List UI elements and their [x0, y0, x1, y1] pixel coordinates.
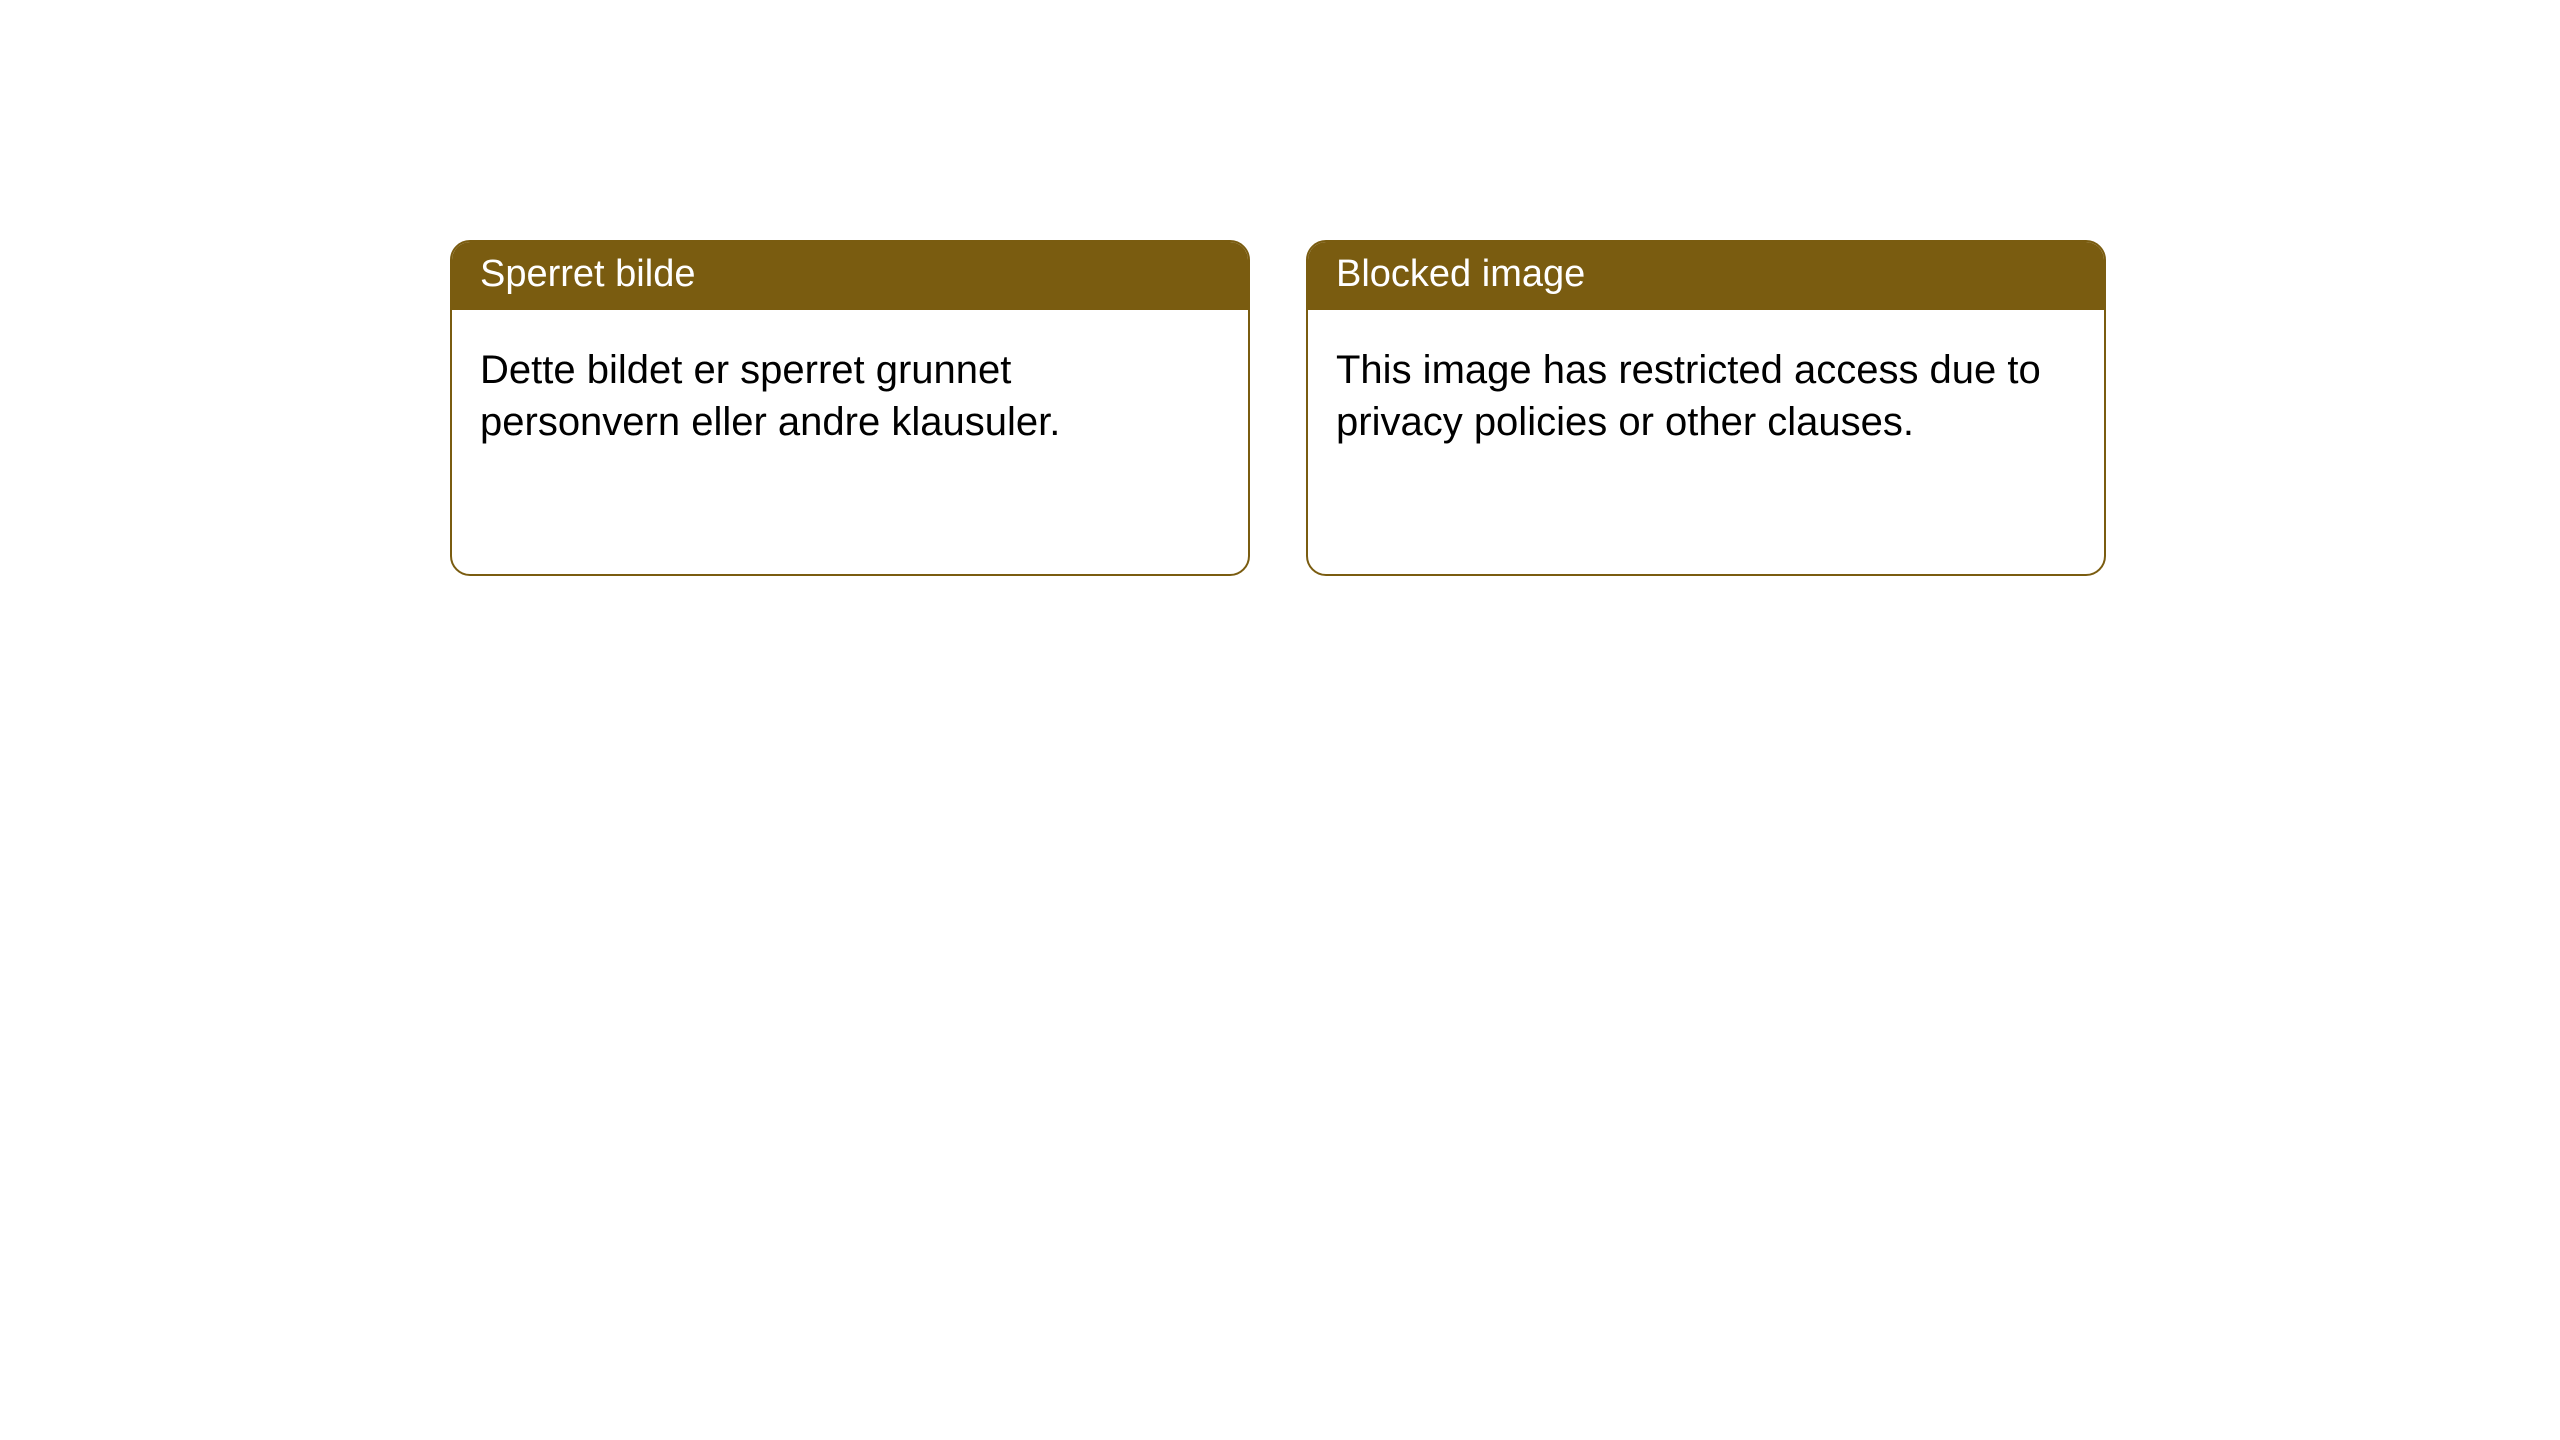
notice-card-english: Blocked image This image has restricted …: [1306, 240, 2106, 576]
notice-body: This image has restricted access due to …: [1308, 310, 2104, 482]
notice-body: Dette bildet er sperret grunnet personve…: [452, 310, 1248, 482]
notice-container: Sperret bilde Dette bildet er sperret gr…: [450, 240, 2106, 576]
notice-title: Blocked image: [1308, 242, 2104, 310]
notice-title: Sperret bilde: [452, 242, 1248, 310]
notice-card-norwegian: Sperret bilde Dette bildet er sperret gr…: [450, 240, 1250, 576]
